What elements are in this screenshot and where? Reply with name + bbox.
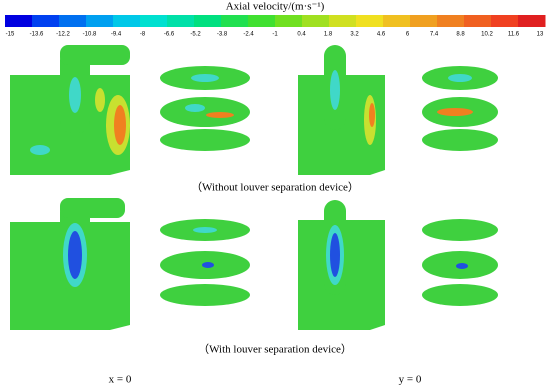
colorbar-segment [464, 15, 492, 27]
contour-disks [160, 66, 250, 151]
colorbar-title: Axial velocity/(m·s⁻¹) [226, 1, 325, 13]
colorbar-segment [275, 15, 303, 27]
column-label: x = 0 [109, 374, 132, 386]
colorbar-tick-label: 1.8 [324, 32, 333, 38]
contour-side-view [10, 198, 130, 330]
contour-shape [330, 233, 340, 277]
contour-shape [160, 97, 250, 127]
colorbar-segment [518, 15, 546, 27]
colorbar-segment [329, 15, 357, 27]
contour-shape [60, 198, 125, 218]
colorbar-tick-label: 10.2 [481, 32, 493, 38]
column-label: y = 0 [399, 374, 422, 386]
colorbar-tick-label: -8 [140, 32, 146, 38]
colorbar-tick-label: -13.6 [30, 32, 44, 38]
colorbar-segment [167, 15, 195, 27]
colorbar-tick-label: 8.8 [456, 32, 465, 38]
contour-shape [422, 284, 498, 306]
contour-disks [160, 219, 250, 306]
contour-shape [191, 74, 219, 82]
colorbar-tick-label: -9.4 [111, 32, 122, 38]
contour-shape [422, 129, 498, 151]
caption: （Without louver separation device） [191, 181, 359, 194]
contour-shape [448, 74, 472, 82]
colorbar-tick-label: -15 [6, 32, 15, 38]
colorbar-segment [113, 15, 141, 27]
contour-shape [160, 129, 250, 151]
colorbar-tick-label: 4.6 [377, 32, 386, 38]
contour-shape [68, 231, 82, 279]
colorbar-tick-label: -3.8 [217, 32, 228, 38]
colorbar-segment [194, 15, 222, 27]
contour-shape [206, 112, 234, 118]
colorbar-ticks: -15 -13.6 -12.2 -10.8 -9.4 -8 -6.6 -5.2 -3.8 -2.4… [6, 32, 544, 38]
contour-shape [160, 284, 250, 306]
contour-shape [422, 219, 498, 241]
colorbar-segment [410, 15, 438, 27]
contour-side-view [298, 200, 385, 330]
colorbar-tick-label: -5.2 [190, 32, 201, 38]
colorbar-tick-label: -2.4 [243, 32, 254, 38]
colorbar-tick-label: -6.6 [164, 32, 175, 38]
contour-shape [60, 45, 130, 65]
contour-shape [114, 105, 126, 145]
colorbar-segment [86, 15, 114, 27]
contour-shape [369, 103, 375, 127]
contour-shape [185, 104, 205, 112]
colorbar-segment [491, 15, 519, 27]
colorbar-tick-label: 11.6 [508, 32, 520, 38]
colorbar-segment [383, 15, 411, 27]
contour-shape [330, 70, 340, 110]
colorbar-segment [221, 15, 249, 27]
colorbar-segment [302, 15, 330, 27]
contour-shape [95, 88, 105, 112]
colorbar-tick-label: 0.4 [297, 32, 306, 38]
colorbar-segment [5, 15, 33, 27]
colorbar [5, 15, 546, 27]
contour-shape [456, 263, 468, 269]
colorbar-tick-label: -1 [272, 32, 278, 38]
colorbar-segment [32, 15, 60, 27]
contour-side-view [298, 45, 385, 175]
colorbar-segment [437, 15, 465, 27]
contour-shape [193, 227, 217, 233]
contour-shape [202, 262, 214, 268]
colorbar-segment [140, 15, 168, 27]
contour-side-view [10, 45, 130, 175]
colorbar-tick-label: -10.8 [83, 32, 97, 38]
colorbar-tick-label: 7.4 [430, 32, 439, 38]
colorbar-segment [248, 15, 276, 27]
colorbar-tick-label: -12.2 [56, 32, 70, 38]
caption: （With louver separation device） [198, 343, 352, 356]
colorbar-segment [356, 15, 384, 27]
colorbar-tick-label: 13 [537, 32, 544, 38]
contour-disks [422, 219, 498, 306]
colorbar-segment [59, 15, 87, 27]
contour-shape [69, 77, 81, 113]
contour-disks [422, 66, 498, 151]
contour-shape [437, 108, 473, 116]
colorbar-tick-label: 3.2 [350, 32, 359, 38]
colorbar-tick-label: 6 [406, 32, 410, 38]
contour-shape [30, 145, 50, 155]
